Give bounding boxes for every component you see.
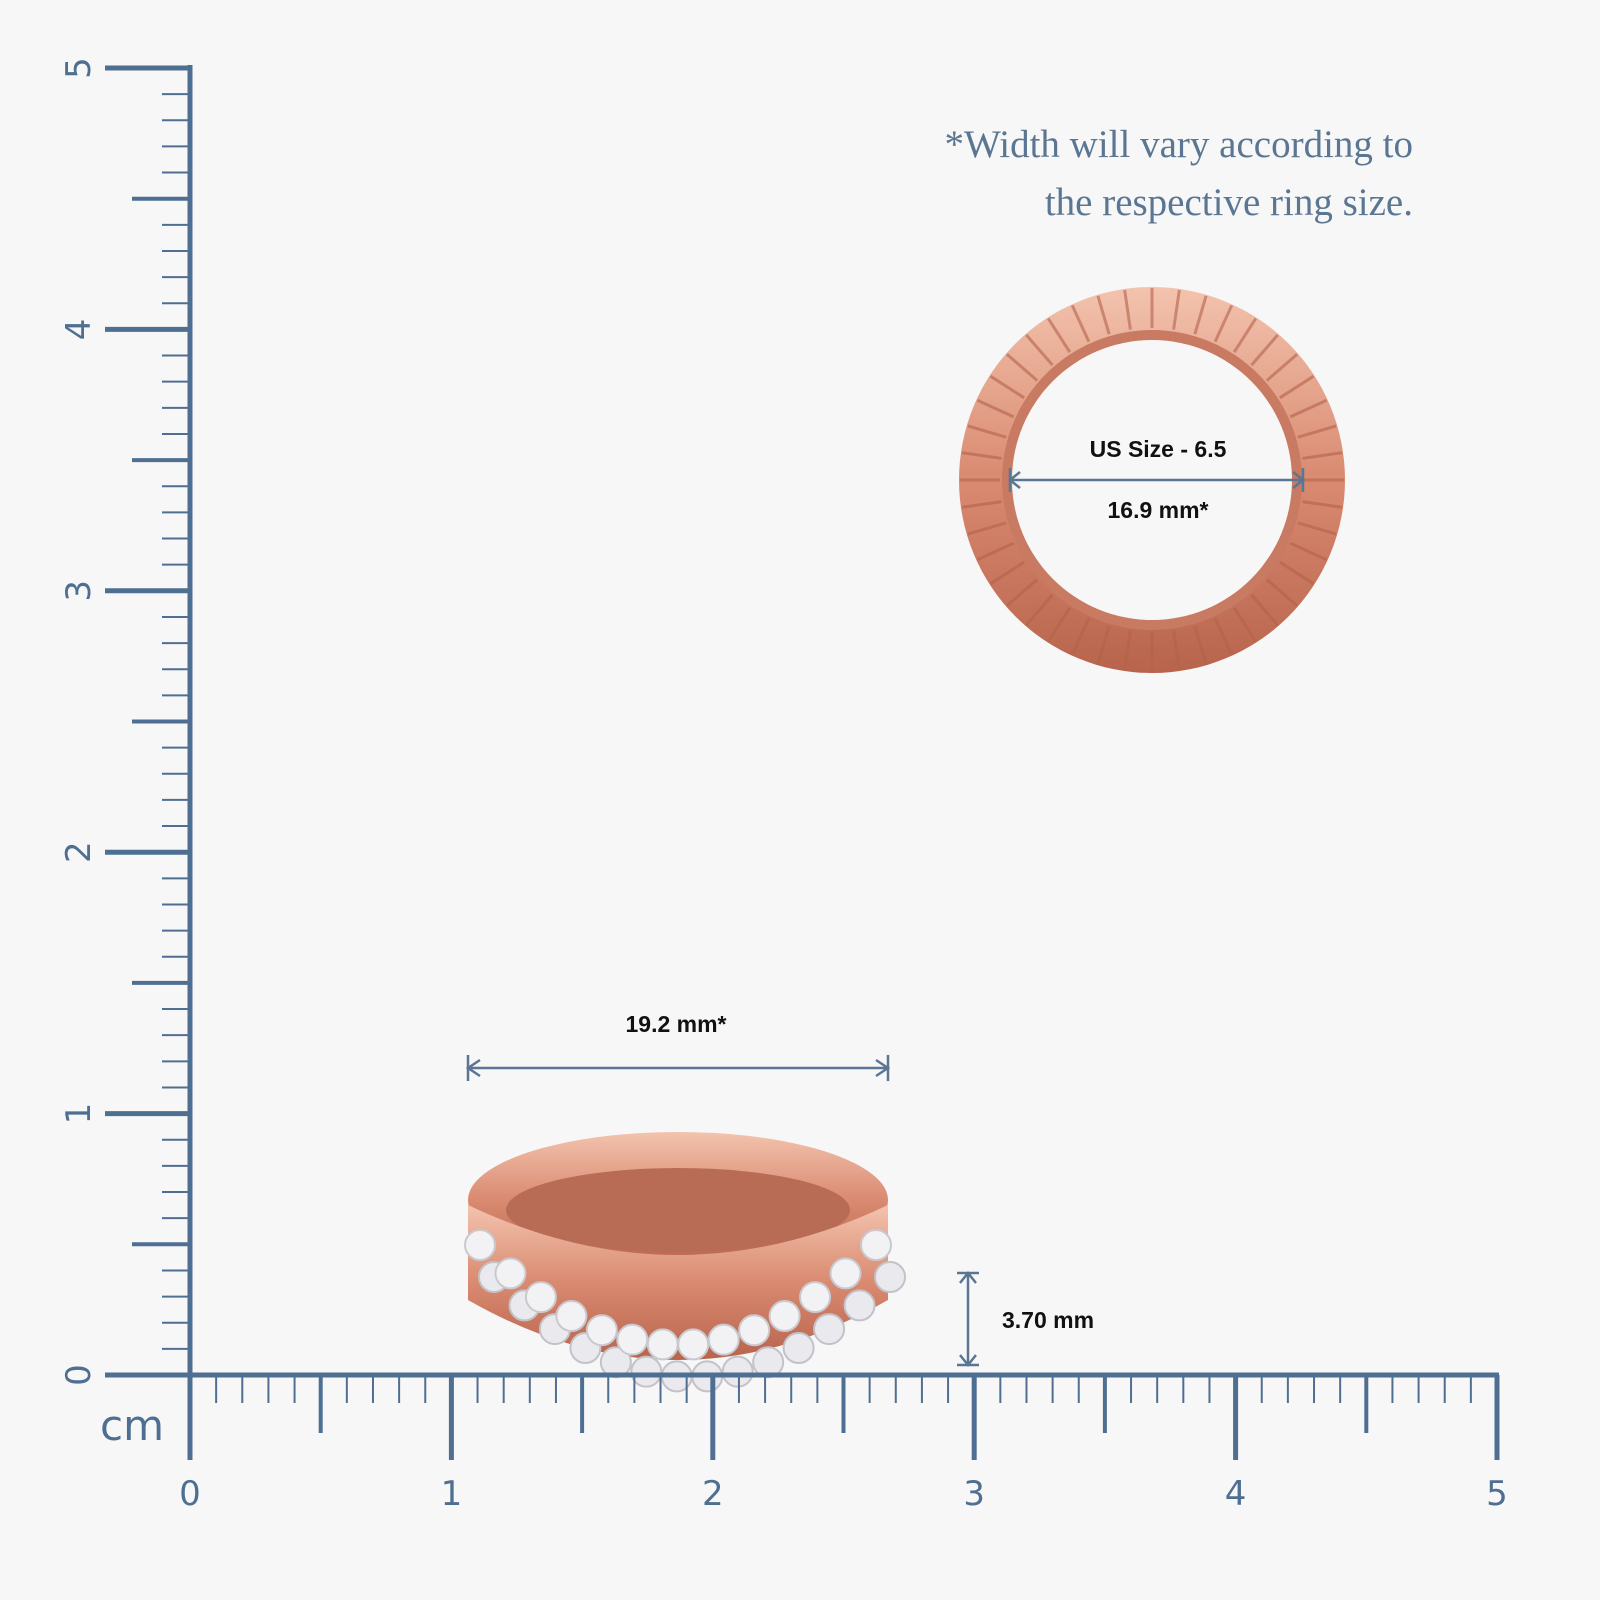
ring-facet	[1213, 304, 1234, 343]
ring-facet	[1025, 593, 1054, 627]
diamond	[494, 1257, 527, 1290]
ring-facet	[1005, 353, 1039, 382]
y-ruler-label: 4	[59, 319, 99, 341]
ring-facet	[1070, 304, 1091, 343]
ring-facet	[1250, 593, 1279, 627]
ring-facet	[1289, 541, 1328, 562]
diamond	[829, 1257, 862, 1290]
diamond	[707, 1323, 740, 1356]
ring-facet	[1213, 617, 1234, 656]
ring-facet	[967, 424, 1007, 439]
ring-illustrations	[464, 287, 1345, 1393]
x-ruler-label: 0	[179, 1474, 201, 1514]
ring-facet	[989, 374, 1025, 400]
diamond	[738, 1314, 771, 1347]
diamond	[813, 1313, 846, 1346]
ring-facet	[1096, 295, 1111, 335]
ring-facet	[1005, 578, 1039, 607]
size-label: US Size - 6.5	[1090, 436, 1227, 462]
diamond	[874, 1261, 906, 1293]
width-arrow	[465, 1055, 891, 1081]
ring-facet	[1232, 317, 1258, 353]
diamond	[646, 1328, 679, 1361]
y-ruler-label: 2	[59, 841, 99, 863]
ring-facet	[1265, 353, 1299, 382]
diamond	[524, 1281, 557, 1314]
ring-facet	[976, 541, 1015, 562]
ring-facet	[1193, 295, 1208, 335]
ring-facet	[1279, 374, 1315, 400]
ring-facet	[1250, 333, 1279, 367]
height-arrow	[957, 1270, 979, 1368]
x-ruler-label: 4	[1225, 1474, 1247, 1514]
diamond	[782, 1332, 815, 1365]
ruler: 0 1 2 3 4 5 0 1 2 3 4 5	[59, 57, 1508, 1514]
ring-facet	[1172, 630, 1181, 671]
x-ruler-label: 1	[441, 1474, 463, 1514]
height-label: 3.70 mm	[1002, 1307, 1094, 1333]
ring-facet	[967, 521, 1007, 536]
diamond	[555, 1300, 588, 1333]
x-ruler-label: 5	[1486, 1474, 1508, 1514]
diamond	[464, 1229, 496, 1261]
ring-facet	[1289, 398, 1328, 419]
ring-facet	[1302, 500, 1343, 509]
ring-facet	[1297, 424, 1337, 439]
ring-facet	[1070, 617, 1091, 656]
ring-side-inner	[506, 1168, 850, 1252]
ring-facet	[961, 451, 1002, 460]
ring-facet	[976, 398, 1015, 419]
ring-facet	[1025, 333, 1054, 367]
ring-facet	[1279, 560, 1315, 586]
diamond	[630, 1355, 663, 1388]
ring-facet	[1046, 317, 1072, 353]
ring-facet	[1232, 607, 1258, 643]
diameter-label: 16.9 mm*	[1107, 497, 1208, 523]
ring-facet	[1193, 625, 1208, 665]
ring-facet	[1123, 630, 1132, 671]
diamond	[721, 1355, 754, 1388]
ring-facet	[1302, 451, 1343, 460]
ring-facet	[1172, 289, 1181, 330]
y-ruler-label: 1	[59, 1103, 99, 1125]
diamonds	[464, 1229, 906, 1393]
x-ruler-label: 3	[963, 1474, 985, 1514]
arrows	[465, 468, 1306, 1368]
diamond	[585, 1314, 618, 1347]
diamond	[677, 1328, 710, 1361]
width-label: 19.2 mm*	[625, 1011, 726, 1037]
diamond	[616, 1323, 649, 1356]
note-line: *Width will vary according to	[945, 123, 1413, 166]
diameter-arrow	[1007, 468, 1306, 492]
ring-facet	[1265, 578, 1299, 607]
diamond	[768, 1300, 801, 1333]
ring-facet	[1046, 607, 1072, 643]
ring-facet	[1123, 289, 1132, 330]
ring-facet	[989, 560, 1025, 586]
ring-facet	[1096, 625, 1111, 665]
diamond	[799, 1281, 832, 1314]
diamond	[843, 1289, 876, 1322]
unit-label: cm	[100, 1401, 164, 1450]
y-ruler-label: 5	[59, 57, 99, 79]
diamond	[860, 1229, 892, 1261]
ring-facet	[961, 500, 1002, 509]
ring-facet	[1297, 521, 1337, 536]
x-ruler-label: 2	[702, 1474, 724, 1514]
y-ruler-label: 3	[59, 580, 99, 602]
y-ruler-label: 0	[59, 1364, 99, 1386]
note-line: the respective ring size.	[1045, 181, 1413, 224]
